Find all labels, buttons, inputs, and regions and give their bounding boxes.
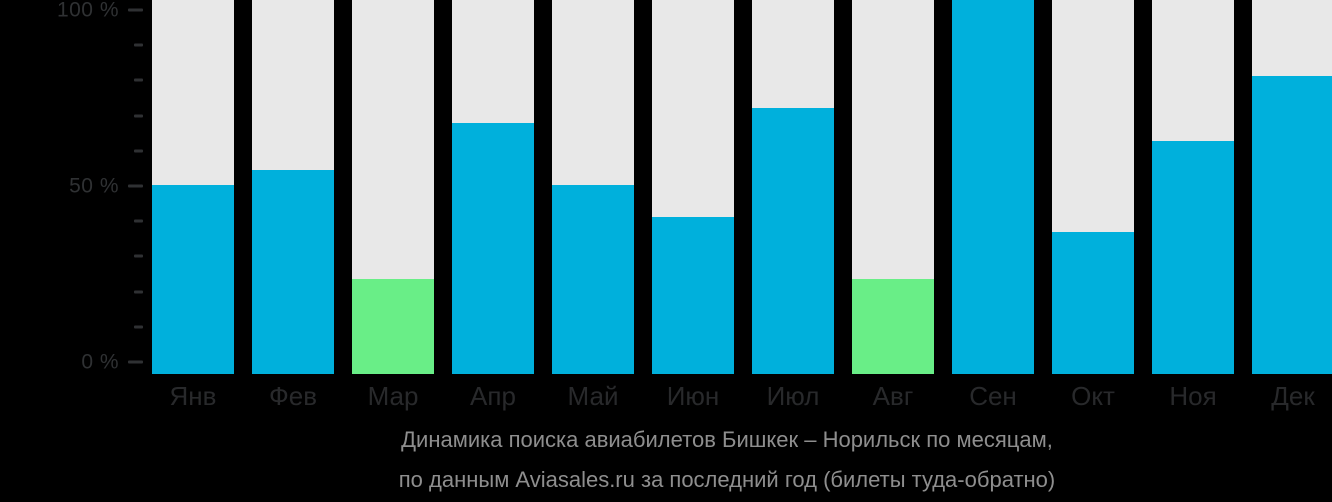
y-axis: 100 % 50 % 0 % (0, 0, 152, 374)
x-axis-label: Май (567, 381, 619, 411)
bar-fill (252, 170, 334, 374)
caption-line-2: по данным Aviasales.ru за последний год … (398, 467, 1056, 492)
x-axis-label: Дек (1271, 381, 1315, 411)
bar-fill (852, 279, 934, 374)
y-axis-tick (134, 254, 143, 258)
bar-column: Ноя (1152, 0, 1234, 411)
y-axis-tick (134, 219, 143, 223)
bar-fill (952, 0, 1034, 374)
y-axis-tick-mark (134, 78, 143, 82)
bar-fill (452, 123, 534, 374)
x-axis-label: Июн (666, 381, 720, 411)
bar-column: Авг (852, 0, 934, 411)
bar-fill (1252, 76, 1332, 374)
x-axis-label: Фев (268, 381, 318, 411)
bar-fill (1152, 141, 1234, 374)
y-axis-tick-mark (134, 254, 143, 258)
y-axis-tick: 100 % (57, 0, 143, 21)
bar-column: Май (552, 0, 634, 411)
bar-fill (1052, 232, 1134, 374)
y-axis-tick-mark (134, 325, 143, 329)
y-axis-tick-mark (128, 8, 143, 12)
y-axis-tick-mark (134, 149, 143, 153)
y-axis-tick-label: 50 % (69, 174, 119, 198)
x-axis-label: Окт (1071, 381, 1115, 411)
chart-caption: Динамика поиска авиабилетов Бишкек – Нор… (0, 420, 1332, 500)
bar-column: Фев (252, 0, 334, 411)
x-axis-label: Янв (169, 381, 217, 411)
x-axis-label: Авг (872, 381, 914, 411)
bar-column: Июл (752, 0, 834, 411)
bar-column: Апр (452, 0, 534, 411)
bars-area: Янв Фев Мар Апр Май Июн Июл Авг (152, 0, 1332, 411)
y-axis-tick-mark (128, 360, 143, 364)
bar-fill (352, 279, 434, 374)
caption-line-1: Динамика поиска авиабилетов Бишкек – Нор… (401, 427, 1053, 452)
y-axis-tick-label: 100 % (56, 0, 119, 22)
bar-column: Сен (952, 0, 1034, 411)
x-axis-label: Сен (969, 381, 1017, 411)
y-axis-tick (134, 290, 143, 294)
x-axis-label: Ноя (1169, 381, 1217, 411)
bar-column: Мар (352, 0, 434, 411)
bar-fill (752, 108, 834, 374)
bar-fill (652, 217, 734, 374)
y-axis-tick: 50 % (69, 176, 143, 197)
y-axis-tick-mark (134, 290, 143, 294)
y-axis-tick (134, 325, 143, 329)
y-axis-tick: 0 % (81, 352, 143, 373)
bar-column: Окт (1052, 0, 1134, 411)
x-axis-label: Мар (367, 381, 419, 411)
bar-fill (552, 185, 634, 374)
y-axis-tick (134, 78, 143, 82)
y-axis-tick-label: 0 % (81, 350, 119, 374)
x-axis-label: Апр (470, 381, 516, 411)
y-axis-tick (134, 43, 143, 47)
y-axis-tick (134, 114, 143, 118)
y-axis-tick (134, 149, 143, 153)
y-axis-tick-mark (134, 219, 143, 223)
y-axis-tick-mark (128, 184, 143, 188)
plot-area: 100 % 50 % 0 % (0, 0, 1332, 411)
bar-column: Июн (652, 0, 734, 411)
x-axis-label: Июл (766, 381, 820, 411)
bar-column: Дек (1252, 0, 1332, 411)
bar-column: Янв (152, 0, 234, 411)
y-axis-tick-mark (134, 43, 143, 47)
bar-fill (152, 185, 234, 374)
y-axis-tick-mark (134, 114, 143, 118)
